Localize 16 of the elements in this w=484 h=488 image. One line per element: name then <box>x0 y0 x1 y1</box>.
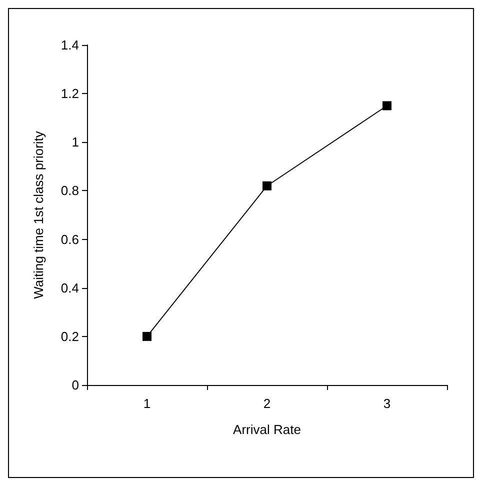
y-tick-label: 0.6 <box>60 232 79 247</box>
y-axis-title: Waiting time 1st class priority <box>31 130 46 299</box>
y-tick-label: 1.4 <box>60 38 79 52</box>
x-axis-title: Arrival Rate <box>233 422 301 437</box>
point <box>262 181 272 190</box>
point <box>142 332 152 341</box>
y-tick-label: 0 <box>72 378 79 392</box>
y-tick-label: 1 <box>72 134 79 150</box>
y-tick-label: 1.2 <box>60 86 79 102</box>
x-tick-label: 2 <box>263 396 271 411</box>
point <box>382 101 392 110</box>
y-tick-label: 0.2 <box>60 328 79 344</box>
y-tick-label: 0.8 <box>60 183 79 198</box>
y-tick-label: 0.4 <box>60 280 79 296</box>
x-tick-label: 1 <box>143 396 151 411</box>
x-tick-label: 3 <box>383 396 391 411</box>
